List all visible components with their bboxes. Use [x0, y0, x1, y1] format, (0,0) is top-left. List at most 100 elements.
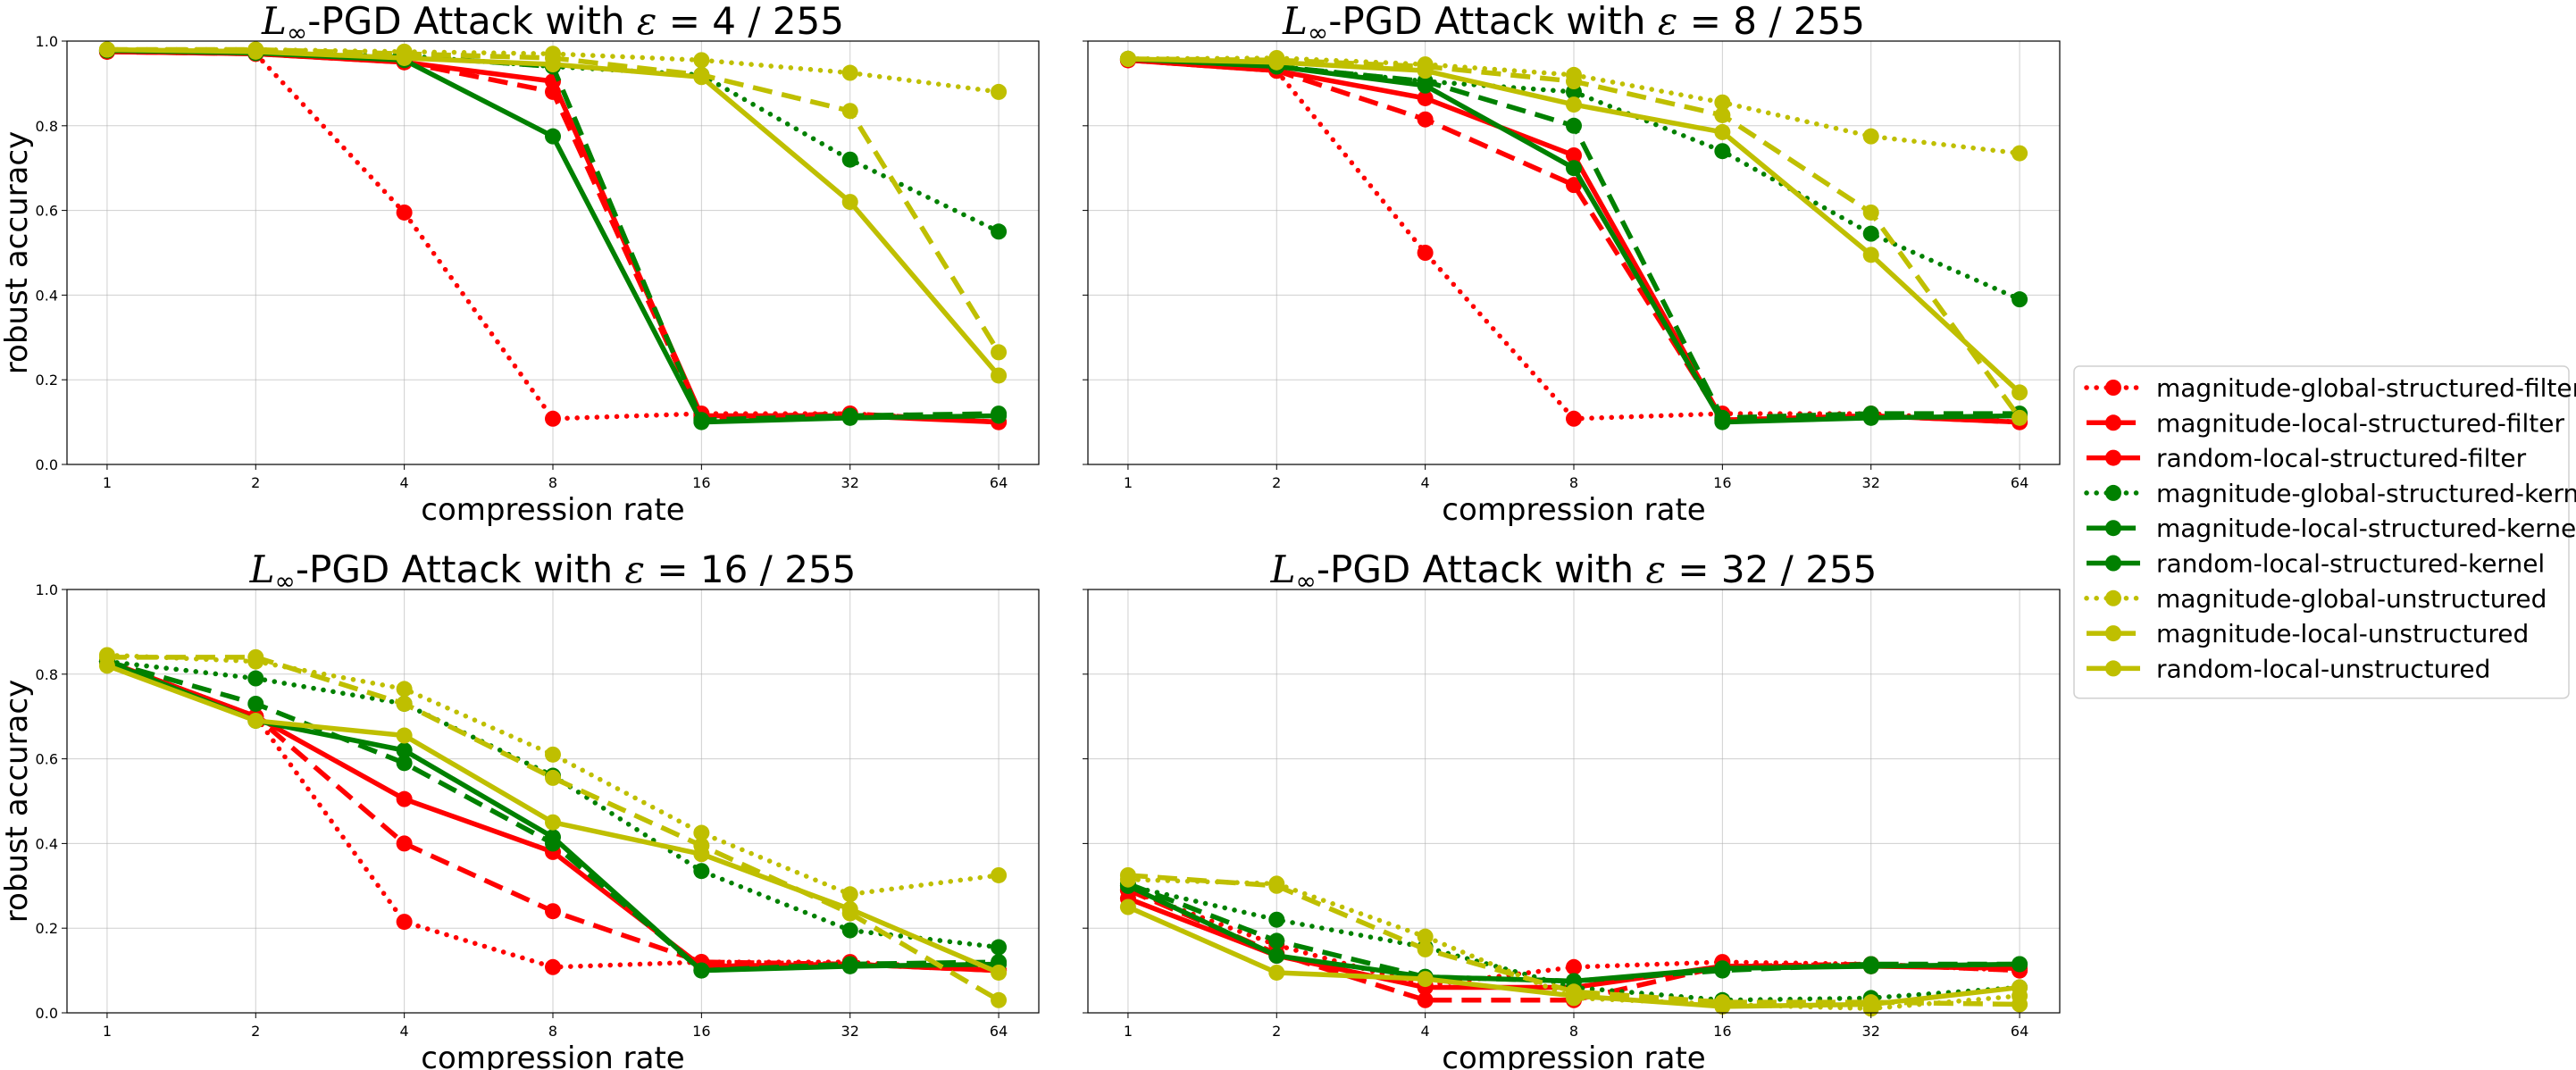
y-ticks: [1083, 589, 1088, 1014]
legend-label: magnitude-local-structured-filter: [2156, 408, 2564, 438]
legend-box: [2073, 365, 2570, 699]
data-point: [1417, 991, 1434, 1008]
legend-item: magnitude-global-structured-kernel: [2084, 479, 2576, 508]
title-epsilon: ε: [1645, 548, 1666, 591]
data-point: [1714, 94, 1731, 111]
title-symbol: L: [249, 548, 275, 591]
data-point: [98, 657, 115, 674]
title-value: = 32 / 255: [1666, 548, 1877, 591]
y-tick-label: 0.2: [36, 920, 58, 937]
title-symbol: L: [1282, 0, 1308, 43]
data-point: [693, 824, 710, 841]
legend-label: magnitude-local-unstructured: [2156, 619, 2529, 648]
data-point: [396, 790, 413, 807]
data-point: [396, 49, 413, 66]
panels: 1 2 4 8 16 32 64 0.0 0.2 0.4 0.6 0.8 1.0 compression …: [0, 0, 2061, 1070]
y-tick-label: 0.0: [36, 456, 58, 473]
title-subscript: ∞: [1308, 18, 1328, 47]
x-tick-label: 16: [1713, 474, 1731, 491]
data-point: [1119, 899, 1136, 915]
x-tick-label: 64: [2011, 1023, 2028, 1040]
data-point: [1566, 958, 1582, 975]
data-point: [991, 939, 1008, 956]
x-ticks: 1 2 4 8 16 32 64: [1124, 1013, 2028, 1040]
x-tick-label: 4: [1421, 1023, 1430, 1040]
data-point: [545, 410, 561, 427]
title-value: = 4 / 255: [657, 0, 844, 43]
data-point: [396, 835, 413, 852]
data-point: [396, 681, 413, 698]
legend-marker: [2105, 414, 2121, 431]
x-tick-label: 16: [692, 474, 710, 491]
data-point: [1566, 117, 1582, 134]
data-point: [545, 128, 561, 145]
data-point: [991, 964, 1008, 981]
panel-title: L∞-PGD Attack with ε = 16 / 255: [249, 548, 857, 596]
data-point: [98, 41, 115, 58]
legend-label: magnitude-global-structured-filter: [2156, 373, 2576, 403]
data-point: [841, 900, 858, 917]
legend-label: magnitude-local-structured-kernel: [2156, 514, 2576, 543]
legend-marker: [2105, 555, 2121, 572]
data-point: [1268, 932, 1285, 949]
data-point: [1862, 225, 1879, 242]
data-point: [1268, 948, 1285, 965]
x-tick-label: 8: [548, 474, 557, 491]
data-point: [1417, 245, 1434, 261]
legend-marker: [2105, 520, 2121, 537]
legend-label: random-local-unstructured: [2156, 654, 2490, 683]
y-ticks: 0.0 0.2 0.4 0.6 0.8 1.0: [36, 581, 67, 1022]
title-subscript: ∞: [287, 18, 307, 47]
title-text: -PGD Attack with: [1328, 0, 1658, 43]
data-point: [1566, 160, 1582, 177]
legend-item: magnitude-global-unstructured: [2084, 584, 2547, 614]
data-point: [1566, 146, 1582, 163]
data-point: [2011, 979, 2028, 996]
legend-item: magnitude-local-structured-kernel: [2087, 514, 2576, 543]
x-tick-label: 32: [841, 474, 859, 491]
x-tick-label: 4: [1421, 474, 1430, 491]
x-tick-label: 2: [1272, 474, 1281, 491]
legend-item: magnitude-global-structured-filter: [2084, 373, 2576, 403]
data-point: [841, 922, 858, 939]
x-tick-label: 1: [103, 474, 112, 491]
data-point: [1862, 247, 1879, 263]
legend-item: random-local-unstructured: [2087, 654, 2490, 683]
y-ticks: 0.0 0.2 0.4 0.6 0.8 1.0: [36, 33, 67, 473]
x-tick-label: 16: [1713, 1023, 1731, 1040]
data-point: [1566, 73, 1582, 90]
data-point: [247, 43, 264, 60]
legend-item: random-local-structured-kernel: [2087, 549, 2545, 579]
data-point: [1714, 960, 1731, 977]
y-tick-label: 0.0: [36, 1005, 58, 1022]
data-point: [693, 846, 710, 863]
data-point: [1862, 957, 1879, 974]
data-point: [1119, 50, 1136, 67]
title-symbol: L: [261, 0, 287, 43]
data-point: [841, 151, 858, 168]
legend-label: random-local-structured-kernel: [2156, 549, 2545, 579]
title-epsilon: ε: [637, 0, 657, 43]
data-point: [693, 962, 710, 979]
data-point: [545, 769, 561, 786]
data-point: [693, 69, 710, 86]
legend-marker: [2105, 589, 2121, 606]
data-point: [991, 223, 1008, 240]
data-point: [991, 991, 1008, 1008]
data-point: [1417, 89, 1434, 106]
data-point: [545, 903, 561, 920]
legend-label: magnitude-global-structured-kernel: [2156, 479, 2576, 508]
x-tick-label: 8: [548, 1023, 557, 1040]
data-point: [693, 863, 710, 880]
legend-item: random-local-structured-filter: [2087, 444, 2527, 473]
title-text: -PGD Attack with: [296, 548, 625, 591]
x-axis-label: compression rate: [1442, 492, 1705, 528]
title-text: -PGD Attack with: [1317, 548, 1646, 591]
data-point: [1268, 54, 1285, 71]
legend-marker: [2105, 449, 2121, 466]
y-tick-label: 0.8: [36, 666, 58, 683]
data-point: [1417, 77, 1434, 94]
data-point: [1268, 911, 1285, 928]
data-point: [1862, 128, 1879, 145]
title-epsilon: ε: [1658, 0, 1678, 43]
